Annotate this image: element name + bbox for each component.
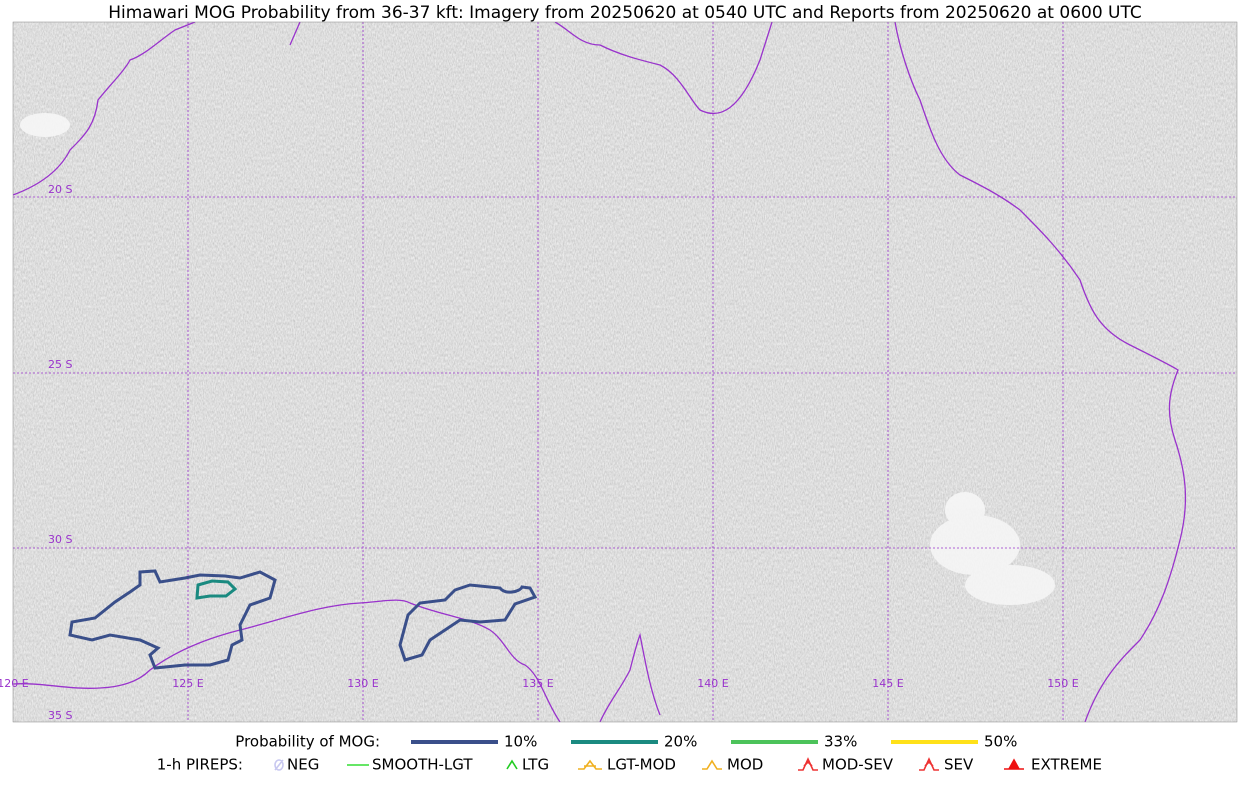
lon-label: 130 E [347,677,378,690]
pirep-icon [798,757,818,771]
lat-label: 20 S [48,183,72,196]
lon-label: 135 E [522,677,553,690]
lat-label: 30 S [48,533,72,546]
lon-label: 140 E [697,677,728,690]
bright-cloud [20,113,1055,605]
legend-label: MOD-SEV [822,756,894,774]
legend-label: 20% [664,733,697,751]
geo-labels: 20 S 25 S 30 S 35 S 120 E 125 E 130 E 135 E 140 … [0,183,1079,722]
legend: Probability of MOG: 10% 20% 33% 50% 1-h PIREP… [157,733,1102,774]
pirep-icon [1004,758,1024,770]
legend-label: EXTREME [1031,756,1102,774]
graticule [13,22,1237,722]
lon-label: 125 E [172,677,203,690]
legend-label: SMOOTH-LGT [372,756,473,774]
legend-label: LTG [522,756,549,774]
legend-title: 1-h PIREPS: [157,756,243,774]
lon-label: 145 E [872,677,903,690]
pirep-icon [919,757,939,771]
legend-label: LGT-MOD [607,756,676,774]
legend-title: Probability of MOG: [235,733,380,751]
legend-label: MOD [727,756,763,774]
legend-label: NEG [287,756,319,774]
lon-label: 120 E [0,677,29,690]
legend-label: 50% [984,733,1017,751]
legend-label: SEV [944,756,974,774]
pirep-icon [702,759,722,770]
mog-contours [68,569,538,670]
satellite-imagery [13,22,1237,722]
pirep-icon [506,759,518,770]
lon-label: 150 E [1047,677,1078,690]
legend-label: 33% [824,733,857,751]
lat-label: 35 S [48,709,72,722]
coastline [13,22,1187,722]
lat-label: 25 S [48,358,72,371]
pirep-icon [274,759,284,771]
map-title: Himawari MOG Probability from 36-37 kft:… [108,3,1142,23]
map-frame [12,21,1238,723]
legend-label: 10% [504,733,537,751]
pirep-icon [578,759,602,770]
